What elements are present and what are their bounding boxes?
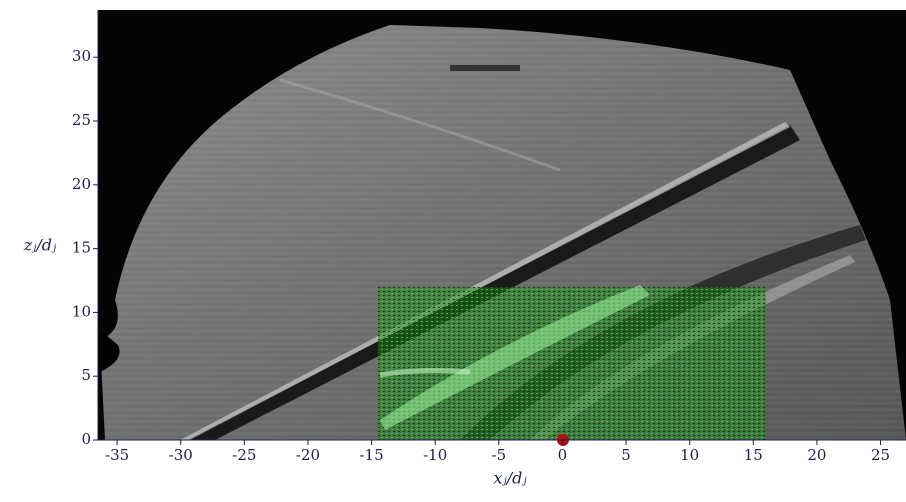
x-tick-label: 10 bbox=[680, 446, 699, 464]
x-tick-label: 15 bbox=[744, 446, 763, 464]
x-tick-label: 25 bbox=[871, 446, 890, 464]
x-tick-label: -5 bbox=[492, 446, 507, 464]
x-tick-label: -10 bbox=[423, 446, 447, 464]
y-axis-title: zⱼ/dⱼ bbox=[23, 236, 57, 255]
y-tick-label: 0 bbox=[81, 430, 91, 448]
y-tick-label: 15 bbox=[72, 239, 91, 257]
x-tick-label: -35 bbox=[105, 446, 129, 464]
piv-overlay bbox=[378, 287, 766, 440]
photo bbox=[98, 10, 906, 446]
page: {"chart_data": {"type": "image", "x_labe… bbox=[0, 0, 906, 498]
y-tick-label: 25 bbox=[72, 111, 91, 129]
x-tick-label: 20 bbox=[807, 446, 826, 464]
x-tick-label: -20 bbox=[296, 446, 320, 464]
x-tick-label: 5 bbox=[621, 446, 631, 464]
x-axis-title: xⱼ/dⱼ bbox=[493, 469, 527, 488]
figure: xⱼ/dⱼ zⱼ/dⱼ -35 -30 -25 -20 -15 -10 -5 0 5 10 15 20… bbox=[0, 0, 906, 498]
x-tick-label: -30 bbox=[169, 446, 193, 464]
y-tick-label: 5 bbox=[81, 366, 91, 384]
photo-artifact bbox=[450, 65, 520, 71]
x-tick-label: -25 bbox=[232, 446, 256, 464]
y-tick-label: 10 bbox=[72, 302, 91, 320]
x-tick-label: -15 bbox=[359, 446, 383, 464]
y-tick-label: 20 bbox=[72, 175, 91, 193]
x-tick-label: 0 bbox=[558, 446, 568, 464]
y-tick-label: 30 bbox=[72, 47, 91, 65]
